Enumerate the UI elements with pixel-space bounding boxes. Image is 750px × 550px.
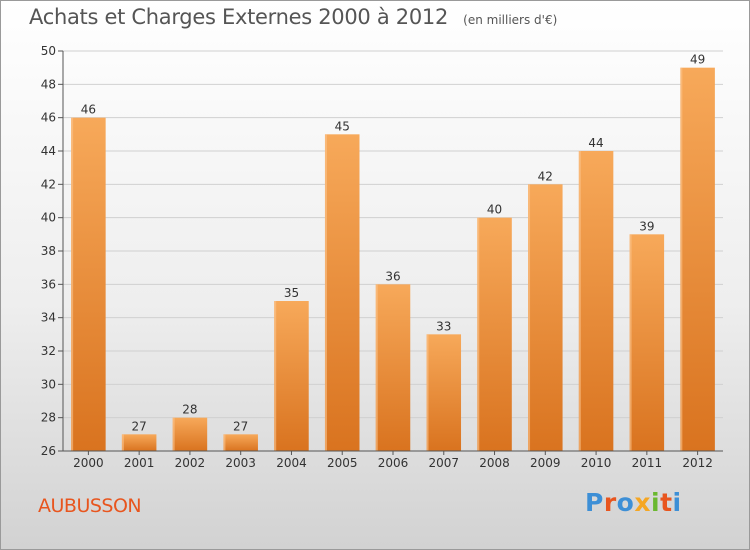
value-label-2008: 40 — [487, 203, 502, 217]
value-label-2001: 27 — [132, 419, 147, 433]
value-label-2002: 28 — [182, 403, 197, 417]
bar-highlight-2002 — [172, 417, 175, 451]
value-label-2006: 36 — [385, 269, 400, 283]
bar-highlight-2008 — [477, 217, 480, 451]
bar-2009[interactable] — [528, 184, 563, 452]
y-tick-label: 50 — [41, 44, 56, 58]
x-tick-label-2012: 2012 — [682, 456, 713, 470]
y-tick-label: 48 — [41, 77, 56, 91]
bar-2001[interactable] — [121, 434, 157, 451]
bar-2006[interactable] — [375, 284, 411, 451]
chart-title-text: Achats et Charges Externes 2000 à 2012 — [29, 5, 449, 29]
value-label-2009: 42 — [538, 169, 553, 183]
x-tick-label-2000: 2000 — [73, 456, 104, 470]
value-label-2012: 49 — [690, 53, 705, 67]
y-tick-label: 26 — [41, 444, 56, 458]
y-tick-label: 44 — [41, 144, 56, 158]
bar-2008[interactable] — [477, 217, 512, 451]
bar-2010[interactable] — [578, 151, 614, 451]
y-tick-label: 36 — [41, 277, 56, 291]
x-tick-label-2007: 2007 — [428, 456, 459, 470]
y-tick-label: 32 — [41, 344, 56, 358]
x-tick-label-2006: 2006 — [378, 456, 409, 470]
bar-highlight-2005 — [324, 134, 327, 452]
bar-highlight-2009 — [528, 184, 531, 452]
town-name: AUBUSSON — [38, 495, 142, 517]
y-tick-label: 46 — [41, 111, 56, 125]
value-label-2010: 44 — [588, 136, 603, 150]
bar-highlight-2010 — [578, 151, 581, 451]
bar-highlight-2000 — [71, 117, 74, 452]
proxiti-logo[interactable]: Proxiti — [585, 488, 682, 517]
bar-2012[interactable] — [680, 67, 715, 452]
bar-2000[interactable] — [71, 117, 106, 452]
y-tick-label: 38 — [41, 244, 56, 258]
bar-2005[interactable] — [324, 134, 360, 452]
bar-highlight-2001 — [121, 434, 124, 451]
chart-unit: (en milliers d'€) — [463, 13, 558, 27]
y-tick-label: 34 — [41, 311, 56, 325]
bar-highlight-2012 — [680, 67, 683, 452]
logo-letter: o — [616, 488, 635, 517]
x-tick-label-2008: 2008 — [479, 456, 510, 470]
value-label-2003: 27 — [233, 419, 248, 433]
x-tick-label-2009: 2009 — [530, 456, 561, 470]
y-tick-label: 40 — [41, 211, 56, 225]
logo-letter: t — [660, 488, 673, 517]
bar-2011[interactable] — [629, 234, 665, 451]
logo-letter: P — [585, 488, 604, 517]
x-tick-label-2001: 2001 — [124, 456, 155, 470]
value-label-2007: 33 — [436, 319, 451, 333]
x-tick-label-2004: 2004 — [276, 456, 307, 470]
bar-highlight-2006 — [375, 284, 378, 451]
bar-2004[interactable] — [274, 301, 309, 451]
bar-highlight-2004 — [274, 301, 277, 451]
y-tick-label: 42 — [41, 177, 56, 191]
bar-highlight-2003 — [223, 434, 226, 451]
y-tick-label: 30 — [41, 377, 56, 391]
logo-letter: i — [651, 488, 661, 517]
value-label-2000: 46 — [81, 103, 96, 117]
chart-title: Achats et Charges Externes 2000 à 2012 (… — [29, 5, 557, 29]
value-label-2011: 39 — [639, 219, 654, 233]
bar-highlight-2011 — [629, 234, 632, 451]
value-label-2004: 35 — [284, 286, 299, 300]
logo-letter: x — [634, 488, 651, 517]
value-label-2005: 45 — [335, 119, 350, 133]
bar-highlight-2007 — [426, 334, 429, 451]
x-tick-label-2011: 2011 — [632, 456, 663, 470]
x-tick-label-2003: 2003 — [225, 456, 256, 470]
x-tick-label-2002: 2002 — [175, 456, 206, 470]
logo-letter: r — [603, 488, 617, 517]
bar-2002[interactable] — [172, 417, 208, 451]
y-tick-label: 28 — [41, 411, 56, 425]
bar-2003[interactable] — [223, 434, 258, 451]
bar-2007[interactable] — [426, 334, 462, 451]
x-tick-label-2005: 2005 — [327, 456, 358, 470]
x-tick-label-2010: 2010 — [581, 456, 612, 470]
logo-letter: i — [672, 488, 682, 517]
